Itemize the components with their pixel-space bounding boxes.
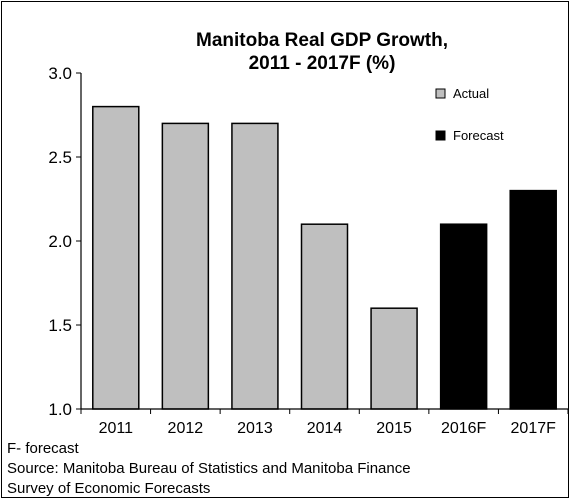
- bar-2016f: [439, 223, 488, 410]
- legend-swatch-actual: [435, 88, 446, 99]
- source-line-1: Source: Manitoba Bureau of Statistics an…: [7, 460, 411, 477]
- legend-label-forecast: Forecast: [453, 128, 504, 143]
- forecast-footnote: F- forecast: [7, 440, 79, 457]
- y-tick-label: 3.0: [48, 64, 72, 83]
- y-tick-label: 2.0: [48, 232, 72, 251]
- x-tick-label: 2016F: [441, 420, 487, 437]
- y-tick-label: 1.0: [48, 400, 72, 419]
- x-tick-label: 2012: [168, 420, 204, 437]
- bar-2014: [300, 223, 349, 410]
- bar-2013: [231, 122, 279, 410]
- x-tick-label: 2017F: [511, 420, 557, 437]
- source-line-2: Survey of Economic Forecasts: [7, 480, 211, 497]
- x-tick-label: 2013: [237, 420, 273, 437]
- x-tick-label: 2015: [376, 420, 412, 437]
- bar-group: [92, 105, 557, 410]
- x-axis-ticks: 2011 2012 2013 2014 2015 2016F 2017F: [80, 409, 569, 437]
- x-tick-label: 2014: [307, 420, 343, 437]
- bar-2012: [161, 122, 210, 410]
- x-tick-label: 2011: [99, 420, 134, 437]
- y-tick-label: 1.5: [48, 316, 72, 335]
- legend: Actual Forecast: [435, 86, 504, 143]
- legend-swatch-forecast: [435, 130, 446, 141]
- y-tick-label: 2.5: [48, 148, 72, 167]
- bar-2015: [370, 307, 418, 410]
- legend-label-actual: Actual: [453, 86, 489, 101]
- bar-2017f: [509, 189, 557, 410]
- chart-title-line-2: 2011 - 2017F (%): [249, 53, 396, 74]
- chart-title-line-1: Manitoba Real GDP Growth,: [196, 30, 448, 51]
- y-axis-ticks: 1.0 1.5 2.0 2.5 3.0: [48, 64, 81, 419]
- bar-2011: [92, 105, 140, 410]
